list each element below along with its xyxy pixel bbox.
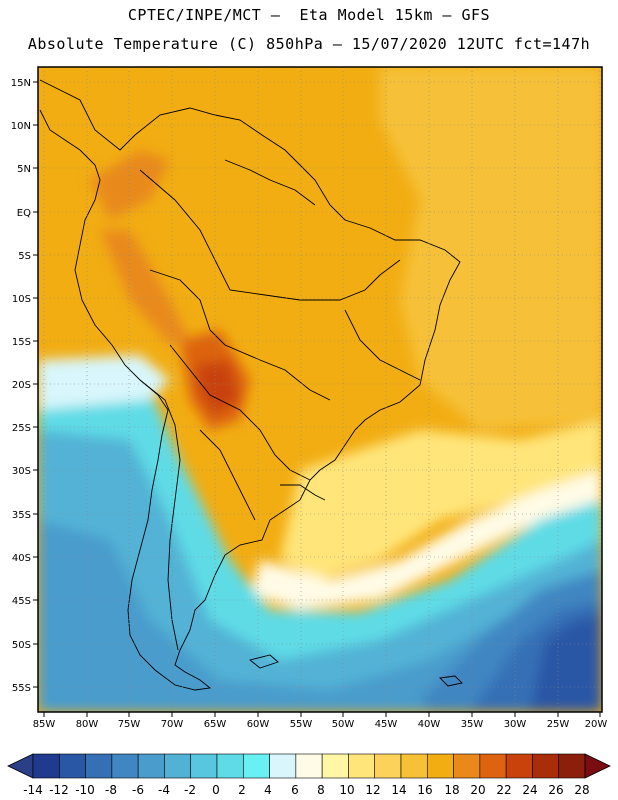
lat-label: 35S bbox=[12, 510, 31, 521]
colorbar-label: 20 bbox=[470, 783, 485, 797]
colorbar-swatch bbox=[137, 753, 165, 779]
lat-label: 30S bbox=[12, 466, 31, 477]
lat-label: 20S bbox=[12, 380, 31, 391]
lat-label: EQ bbox=[17, 208, 31, 219]
lon-label: 45W bbox=[375, 719, 398, 730]
colorbar-swatch bbox=[374, 753, 402, 779]
colorbar-swatch bbox=[58, 753, 86, 779]
colorbar-label: -8 bbox=[105, 783, 117, 797]
colorbar-label: 6 bbox=[291, 783, 299, 797]
coastlines bbox=[39, 79, 463, 691]
lon-label: 40W bbox=[418, 719, 441, 730]
lon-label: 85W bbox=[33, 719, 56, 730]
colorbar-swatch bbox=[32, 753, 60, 779]
colorbar-swatch bbox=[269, 753, 297, 779]
colorbar-swatch bbox=[190, 753, 218, 779]
colorbar-label: 14 bbox=[391, 783, 406, 797]
colorbar-swatch bbox=[479, 753, 507, 779]
colorbar-swatch bbox=[400, 753, 428, 779]
colorbar-label: 26 bbox=[548, 783, 563, 797]
colorbar-label: -4 bbox=[158, 783, 170, 797]
colorbar-label: 22 bbox=[496, 783, 511, 797]
lat-label: 10S bbox=[12, 294, 31, 305]
colorbar-label: 0 bbox=[212, 783, 220, 797]
colorbar-label: 16 bbox=[417, 783, 432, 797]
colorbar-label: -6 bbox=[132, 783, 144, 797]
lon-label: 20W bbox=[585, 719, 608, 730]
lat-label: 55S bbox=[12, 683, 31, 694]
lon-label: 70W bbox=[161, 719, 184, 730]
lon-label: 50W bbox=[332, 719, 355, 730]
lon-label: 75W bbox=[118, 719, 141, 730]
lat-label: 5N bbox=[17, 164, 31, 175]
colorbar-swatch bbox=[348, 753, 376, 779]
lat-label: 15N bbox=[11, 78, 31, 89]
colorbar-label: -14 bbox=[23, 783, 43, 797]
colorbar-label: -12 bbox=[49, 783, 69, 797]
colorbar-label: 4 bbox=[264, 783, 272, 797]
colorbar-label: 12 bbox=[365, 783, 380, 797]
colorbar-label: 18 bbox=[444, 783, 459, 797]
map-title-line2: Absolute Temperature (C) 850hPa – 15/07/… bbox=[27, 35, 591, 53]
colorbar-under-arrow bbox=[7, 753, 34, 779]
lon-label: 65W bbox=[204, 719, 227, 730]
lon-label: 80W bbox=[76, 719, 99, 730]
lat-label: 50S bbox=[12, 640, 31, 651]
latitude-axis: 15N 10N 5N EQ 5S 10S 15S 20S 25S 30S 35S… bbox=[11, 78, 38, 694]
colorbar: -14 -12 -10 -8 -6 -4 -2 0 2 4 6 8 10 12 … bbox=[7, 753, 611, 797]
colorbar-label: 10 bbox=[339, 783, 354, 797]
colorbar-label: -10 bbox=[75, 783, 95, 797]
lat-label: 15S bbox=[12, 337, 31, 348]
colorbar-swatch bbox=[321, 753, 349, 779]
colorbar-swatch bbox=[216, 753, 244, 779]
colorbar-label: 2 bbox=[238, 783, 246, 797]
colorbar-label: -2 bbox=[184, 783, 196, 797]
colorbar-swatch bbox=[295, 753, 323, 779]
colorbar-swatch bbox=[426, 753, 454, 779]
lon-label: 30W bbox=[504, 719, 527, 730]
colorbar-swatch bbox=[85, 753, 113, 779]
lon-label: 60W bbox=[247, 719, 270, 730]
colorbar-label: 28 bbox=[574, 783, 589, 797]
colorbar-label: 8 bbox=[317, 783, 325, 797]
map-frame bbox=[37, 66, 603, 713]
lon-label: 35W bbox=[461, 719, 484, 730]
colorbar-swatch bbox=[558, 753, 586, 779]
lat-label: 40S bbox=[12, 553, 31, 564]
lat-label: 45S bbox=[12, 596, 31, 607]
colorbar-swatch bbox=[111, 753, 139, 779]
lon-label: 55W bbox=[290, 719, 313, 730]
lon-label: 25W bbox=[547, 719, 570, 730]
colorbar-swatch bbox=[453, 753, 481, 779]
colorbar-swatch bbox=[242, 753, 270, 779]
colorbar-swatch bbox=[505, 753, 533, 779]
colorbar-swatch bbox=[532, 753, 560, 779]
temperature-field bbox=[38, 67, 602, 712]
longitude-axis: 85W 80W 75W 70W 65W 60W 55W 50W 45W 40W … bbox=[33, 712, 608, 730]
colorbar-over-arrow bbox=[584, 753, 611, 779]
lat-label: 10N bbox=[11, 121, 31, 132]
lat-label: 5S bbox=[18, 251, 31, 262]
map-title-line1: CPTEC/INPE/MCT – Eta Model 15km – GFS bbox=[127, 6, 491, 24]
lat-label: 25S bbox=[12, 423, 31, 434]
colorbar-label: 24 bbox=[522, 783, 537, 797]
colorbar-swatch bbox=[164, 753, 192, 779]
